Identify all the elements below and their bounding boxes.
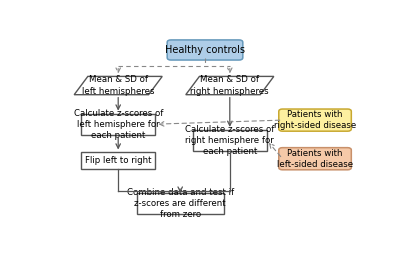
Text: Patients with
left-sided disease: Patients with left-sided disease <box>277 149 353 169</box>
Text: Mean & SD of
right hemispheres: Mean & SD of right hemispheres <box>190 76 269 96</box>
Text: Patients with
right-sided disease: Patients with right-sided disease <box>274 110 356 130</box>
FancyBboxPatch shape <box>137 193 224 214</box>
Polygon shape <box>74 76 162 95</box>
FancyBboxPatch shape <box>279 109 351 131</box>
Polygon shape <box>186 76 274 95</box>
Text: Mean & SD of
left hemispheres: Mean & SD of left hemispheres <box>82 76 154 96</box>
Text: Calculate z-scores of
left hemisphere for
each patient: Calculate z-scores of left hemisphere fo… <box>74 109 163 140</box>
FancyBboxPatch shape <box>193 130 267 151</box>
FancyBboxPatch shape <box>167 40 243 60</box>
Text: Healthy controls: Healthy controls <box>165 45 245 55</box>
FancyBboxPatch shape <box>279 148 351 170</box>
Text: Calculate z-scores of
right hemisphere for
each patient: Calculate z-scores of right hemisphere f… <box>185 125 274 156</box>
Text: Flip left to right: Flip left to right <box>85 156 152 165</box>
FancyBboxPatch shape <box>81 114 155 135</box>
FancyBboxPatch shape <box>81 152 155 169</box>
Text: Combine data and test if
z-scores are different
from zero: Combine data and test if z-scores are di… <box>127 188 234 219</box>
